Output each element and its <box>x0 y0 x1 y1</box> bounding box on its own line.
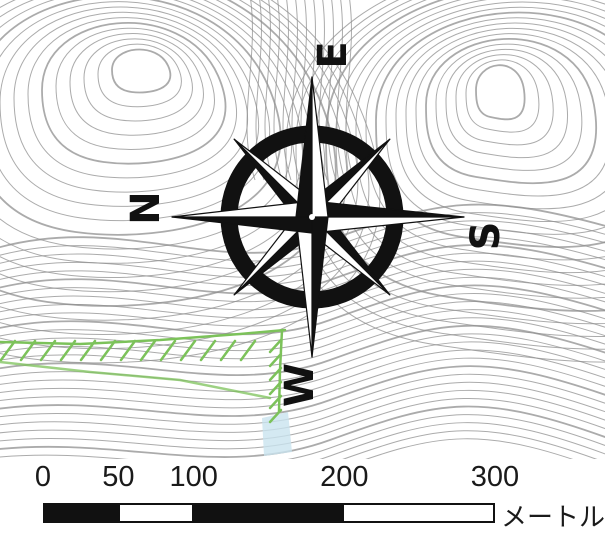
compass-center <box>309 214 315 220</box>
compass-label-e: E <box>310 41 356 68</box>
scale-tick-label: 200 <box>320 461 369 493</box>
scale-bar-segment <box>343 505 493 521</box>
compass-rose: E N S W <box>123 41 509 407</box>
scale-bar-segment <box>119 505 195 521</box>
scale-tick-label: 300 <box>470 461 520 493</box>
scale-bar-graphic <box>43 503 495 523</box>
scale-tick-label: 100 <box>169 461 218 493</box>
compass-label-s: S <box>463 222 509 251</box>
scale-bar-segment <box>194 505 344 521</box>
scale-bar-segment <box>45 505 120 521</box>
scale-unit-label: メートル <box>501 503 605 533</box>
compass-label-n: N <box>123 191 169 224</box>
scale-tick-label: 0 <box>34 461 52 493</box>
scale-tick-label: 50 <box>102 461 135 493</box>
trail-line <box>0 328 287 424</box>
scale-bar: 0 50 100 200 300 メートル <box>0 459 605 540</box>
water-feature <box>262 412 292 456</box>
compass-points <box>171 76 465 358</box>
compass-label-w: W <box>277 363 323 407</box>
